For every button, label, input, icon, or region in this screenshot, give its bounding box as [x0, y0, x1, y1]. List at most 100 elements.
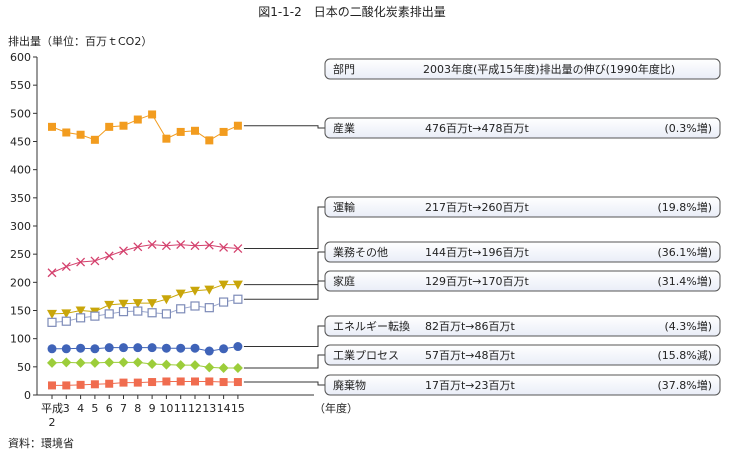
legend-change-percent: (0.3%増) — [664, 122, 712, 135]
legend-boxes: 部門 2003年度(平成15年度)排出量の伸び(1990年度比) 産業 476百万t→… — [324, 58, 721, 396]
data-point — [90, 380, 99, 389]
data-point — [219, 127, 228, 136]
data-point — [161, 295, 172, 305]
leader-line — [243, 125, 325, 129]
x-tick-label: 13 — [202, 402, 216, 415]
data-point — [132, 357, 143, 368]
data-point — [75, 313, 86, 323]
legend-row-1: 運輸 217百万t→260百万t (19.8%増) — [324, 196, 721, 218]
data-point — [48, 381, 56, 390]
legend-sector-name: 家庭 — [333, 274, 355, 288]
data-point — [205, 136, 214, 145]
y-tick-labels: 0 50 100 150 200 250 300 350 400 450 500 550 600 — [10, 51, 37, 402]
legend-change-value: 57百万t→48百万t — [425, 349, 516, 362]
data-point — [104, 357, 115, 368]
data-point — [47, 268, 57, 278]
data-point — [76, 257, 86, 267]
data-point — [47, 309, 57, 319]
legend-row-4: エネルギー転換 82百万t→86百万t (4.3%増) — [324, 315, 721, 337]
data-point — [176, 240, 186, 250]
series-3 — [47, 294, 243, 327]
data-point — [219, 344, 229, 354]
x-tick-label: 3 — [63, 402, 70, 415]
data-point — [176, 127, 185, 136]
source-note: 資料：環境省 — [8, 436, 74, 450]
y-tick-label: 50 — [17, 361, 31, 374]
x-tick-label: 4 — [77, 402, 84, 415]
series-line — [51, 244, 238, 274]
data-point — [205, 377, 214, 386]
legend-header-change: 2003年度(平成15年度)排出量の伸び(1990年度比) — [423, 62, 675, 76]
data-point — [190, 343, 200, 353]
data-point — [105, 122, 114, 131]
series-0 — [48, 110, 242, 145]
data-point — [47, 317, 57, 327]
data-point — [133, 343, 143, 353]
data-point — [118, 299, 129, 309]
legend-box-frame — [324, 315, 721, 337]
data-point — [190, 286, 200, 296]
legend-row-2: 業務その他 144百万t→196百万t (36.1%増) — [324, 241, 721, 263]
data-point — [191, 126, 199, 135]
legend-header-sector: 部門 — [333, 62, 355, 76]
series-2 — [47, 280, 243, 319]
data-point — [175, 360, 186, 371]
y-tick-label: 300 — [10, 220, 31, 233]
data-point — [118, 307, 129, 317]
data-point — [48, 122, 56, 131]
data-point — [162, 134, 171, 143]
data-point — [190, 360, 200, 371]
data-point — [190, 241, 200, 251]
data-point — [104, 343, 114, 353]
legend-change-percent: (15.8%減) — [657, 348, 712, 362]
data-point — [47, 344, 57, 354]
data-point — [119, 343, 128, 353]
leader-line — [243, 325, 325, 348]
data-point — [204, 362, 215, 373]
data-point — [61, 357, 72, 368]
data-point — [76, 130, 85, 139]
legend-row-0: 産業 476百万t→478百万t (0.3%増) — [324, 117, 721, 139]
leader-lines — [243, 125, 325, 386]
data-point — [76, 343, 86, 353]
data-point — [61, 316, 71, 326]
y-tick-label: 450 — [10, 136, 31, 149]
legend-change-percent: (37.8%増) — [657, 379, 712, 392]
x-tick-label: 15 — [231, 402, 245, 415]
data-point — [89, 357, 100, 368]
legend-box-frame — [324, 117, 721, 139]
figure-title: 図1-1-2 日本の二酸化炭素排出量 — [258, 4, 446, 19]
y-tick-label: 500 — [10, 107, 31, 120]
data-point — [133, 242, 143, 252]
data-point — [105, 379, 114, 388]
y-axis-label: 排出量（単位：百万ｔCO2） — [8, 34, 152, 48]
y-tick-label: 150 — [10, 305, 31, 318]
data-point — [75, 357, 86, 368]
leader-line — [243, 381, 325, 386]
legend-change-value: 17百万t→23百万t — [425, 379, 516, 392]
leader-line — [243, 280, 325, 300]
x-tick-label: 10 — [159, 402, 173, 415]
data-point — [232, 362, 243, 373]
series-6 — [48, 377, 242, 390]
data-point — [161, 343, 171, 353]
data-point — [219, 378, 228, 387]
y-tick-label: 200 — [10, 276, 31, 289]
leader-line — [243, 354, 325, 369]
legend-change-percent: (36.1%増) — [657, 246, 712, 259]
legend-change-value: 217百万t→260百万t — [425, 201, 530, 214]
data-point — [233, 378, 242, 387]
y-tick-label: 250 — [10, 248, 31, 261]
data-point — [61, 344, 71, 354]
x-tick-label: 9 — [149, 402, 156, 415]
data-point — [104, 300, 115, 310]
legend-change-value: 129百万t→170百万t — [425, 275, 530, 288]
legend-box-frame — [324, 374, 721, 396]
x-tick-label: 12 — [188, 402, 202, 415]
data-point — [204, 285, 215, 295]
data-point — [161, 359, 172, 370]
legend-change-percent: (19.8%増) — [657, 201, 712, 214]
